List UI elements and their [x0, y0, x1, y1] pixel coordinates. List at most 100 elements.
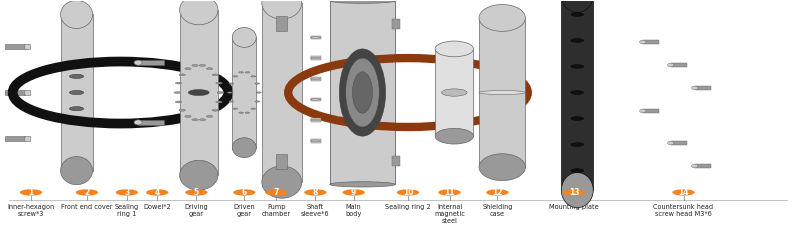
Ellipse shape	[179, 0, 218, 25]
Ellipse shape	[262, 166, 302, 198]
Ellipse shape	[435, 128, 474, 144]
Text: 14: 14	[678, 188, 689, 197]
FancyBboxPatch shape	[262, 3, 302, 182]
Text: Internal
magnetic
steel: Internal magnetic steel	[434, 204, 465, 224]
FancyBboxPatch shape	[642, 40, 658, 44]
FancyBboxPatch shape	[179, 10, 218, 175]
Circle shape	[70, 74, 84, 79]
Text: 11: 11	[444, 188, 454, 197]
Text: 10: 10	[402, 188, 414, 197]
Circle shape	[563, 189, 586, 196]
FancyBboxPatch shape	[5, 44, 26, 49]
Circle shape	[146, 189, 169, 196]
Circle shape	[179, 74, 186, 76]
Ellipse shape	[691, 164, 698, 168]
Circle shape	[571, 39, 584, 42]
Circle shape	[256, 92, 261, 93]
Text: Shielding
case: Shielding case	[482, 204, 513, 217]
Ellipse shape	[310, 119, 321, 121]
Text: Sealing ring 2: Sealing ring 2	[385, 204, 430, 210]
Circle shape	[217, 92, 223, 94]
FancyBboxPatch shape	[310, 139, 321, 143]
FancyBboxPatch shape	[24, 136, 30, 141]
FancyBboxPatch shape	[24, 44, 30, 49]
Text: Driving
gear: Driving gear	[185, 204, 208, 217]
Ellipse shape	[667, 63, 674, 67]
Circle shape	[304, 189, 326, 196]
FancyBboxPatch shape	[310, 56, 321, 60]
Circle shape	[571, 65, 584, 68]
Circle shape	[571, 117, 584, 120]
Circle shape	[397, 189, 419, 196]
FancyBboxPatch shape	[310, 77, 321, 81]
Ellipse shape	[639, 40, 646, 44]
Ellipse shape	[134, 60, 142, 65]
Ellipse shape	[310, 78, 321, 79]
Circle shape	[255, 83, 260, 84]
Text: 9: 9	[351, 188, 356, 197]
Ellipse shape	[330, 182, 395, 187]
Ellipse shape	[435, 41, 474, 57]
Circle shape	[238, 112, 243, 113]
Ellipse shape	[134, 120, 142, 125]
Ellipse shape	[479, 154, 526, 181]
Circle shape	[70, 107, 84, 111]
Circle shape	[206, 68, 213, 70]
FancyBboxPatch shape	[642, 109, 658, 112]
Ellipse shape	[667, 141, 674, 145]
FancyBboxPatch shape	[479, 18, 526, 167]
Circle shape	[238, 72, 243, 73]
Text: Inner-hexagon
screw*3: Inner-hexagon screw*3	[7, 204, 54, 217]
Circle shape	[185, 116, 191, 117]
Circle shape	[192, 119, 198, 121]
Circle shape	[174, 92, 180, 94]
FancyBboxPatch shape	[562, 0, 594, 190]
Circle shape	[116, 189, 138, 196]
FancyBboxPatch shape	[232, 37, 256, 148]
Text: Pump
chamber: Pump chamber	[262, 204, 290, 217]
Ellipse shape	[562, 0, 594, 12]
Circle shape	[212, 74, 218, 76]
Text: 13: 13	[569, 188, 579, 197]
Ellipse shape	[61, 0, 93, 28]
Circle shape	[486, 189, 509, 196]
FancyBboxPatch shape	[310, 118, 321, 122]
Text: Front end cover: Front end cover	[61, 204, 113, 210]
Circle shape	[229, 83, 234, 84]
Ellipse shape	[639, 109, 646, 113]
Circle shape	[265, 189, 287, 196]
Circle shape	[233, 76, 238, 77]
Circle shape	[571, 169, 584, 173]
Circle shape	[227, 92, 232, 93]
Text: 6: 6	[242, 188, 247, 197]
Circle shape	[199, 64, 206, 66]
Ellipse shape	[232, 138, 256, 158]
Circle shape	[192, 64, 198, 66]
Text: Shaft
sleeve*6: Shaft sleeve*6	[301, 204, 330, 217]
FancyBboxPatch shape	[61, 15, 93, 171]
Text: Sealing
ring 1: Sealing ring 1	[114, 204, 139, 217]
Ellipse shape	[310, 37, 321, 38]
FancyBboxPatch shape	[435, 49, 474, 136]
FancyBboxPatch shape	[138, 60, 164, 65]
Text: 1: 1	[29, 188, 34, 197]
Ellipse shape	[346, 58, 379, 127]
Text: Countersunk head
screw head M3*6: Countersunk head screw head M3*6	[654, 204, 714, 217]
FancyBboxPatch shape	[670, 141, 686, 145]
Text: Driven
gear: Driven gear	[234, 204, 255, 217]
Circle shape	[76, 189, 98, 196]
Text: 2: 2	[84, 188, 90, 197]
FancyBboxPatch shape	[310, 36, 321, 39]
Circle shape	[571, 143, 584, 146]
Circle shape	[179, 109, 186, 111]
Ellipse shape	[310, 57, 321, 59]
Circle shape	[233, 189, 255, 196]
Ellipse shape	[330, 0, 395, 3]
Text: 5: 5	[194, 188, 199, 197]
Circle shape	[571, 91, 584, 94]
Text: 3: 3	[124, 188, 130, 197]
Circle shape	[245, 112, 250, 113]
FancyBboxPatch shape	[5, 136, 26, 141]
Ellipse shape	[339, 49, 386, 136]
Circle shape	[251, 108, 256, 109]
